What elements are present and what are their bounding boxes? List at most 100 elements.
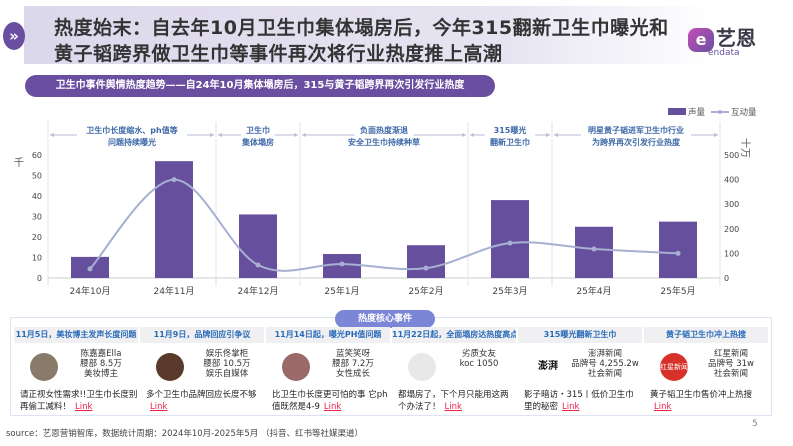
double-chevron-right-icon: » [3,22,25,50]
combo-chart: 0 10 20 30 40 50 60 0 100 200 300 400 500 千 十万 24年10月 24… [14,107,757,297]
account-name: 蓝笑笑呀 [335,349,370,359]
event-description: 多个卫生巾品牌回应长度不够 [146,390,257,400]
account-stat: 腰部 7.2万 [332,359,374,369]
legend-bar-label: 声量 [688,107,706,118]
x-tick: 25年2月 [408,285,443,297]
x-tick: 24年10月 [70,285,111,297]
line-point [87,266,93,272]
y-left-tick: 30 [32,213,42,222]
event-card: 315曝光翻新卫生巾 澎湃 澎湃新闻 品牌号 4,255.2w 社会新闻 影子暗访・… [518,327,642,415]
legend-line-label: 互动量 [731,107,757,118]
account-type: 娱乐自媒体 [205,369,249,379]
account-stat: 腰部 10.5万 [203,359,251,369]
account-type: 美妆博主 [83,369,118,379]
annotation-text: 翻新卫生巾 [490,137,530,147]
account-name: 劣质女友 [461,349,496,359]
avatar [30,353,58,381]
event-header: 315曝光翻新卫生巾 [518,327,642,343]
bar [659,221,697,278]
bar [491,200,529,278]
y-left-tick: 0 [37,274,42,283]
event-header: 11月22日起，全面塌房达热度高点 [392,327,516,343]
line-point [255,262,261,268]
y-left-tick: 20 [32,233,42,242]
y-right-tick: 300 [724,200,739,209]
avatar [282,353,310,381]
annotation-text: 明星黄子韬进军卫生巾行业 [588,125,684,135]
y-right-tick: 500 [724,151,739,160]
account-name: 陈嘉嘉Ella [80,349,122,359]
line-point [339,261,345,267]
y-right-tick: 200 [724,225,739,234]
title-bar: 热度始末：自去年10月卫生巾集体塌房后，今年315翻新卫生巾曝光和 黄子韬跨界做卫… [24,6,714,65]
account-type: 社会新闻 [587,369,622,379]
page-number: 5 [752,419,758,429]
y-left-tick: 10 [32,254,42,263]
event-card: 11月9日，品牌回应引争议 娱乐佟掌柜 腰部 10.5万 娱乐自媒体 多个卫生巾品牌… [140,327,264,415]
event-link[interactable]: Link [323,402,342,412]
x-tick: 25年5月 [660,285,695,297]
y-right-label: 十万 [739,138,752,158]
bar [239,214,277,278]
account-name: 娱乐佟掌柜 [205,349,249,359]
event-description: 都塌房了，下个月只能用这两个办法了！ [398,390,509,412]
event-header: 11月14日起，曝光PH值问题 [266,327,390,343]
line-point [423,265,429,271]
annotation-text: 安全卫生巾持续种草 [348,137,420,147]
legend-line-marker [718,110,722,114]
source-note: source：艺恩营销智库，数据统计周期：2024年10月-2025年5月 （抖… [6,429,363,439]
bar [407,245,445,278]
page-title: 热度始末：自去年10月卫生巾集体塌房后，今年315翻新卫生巾曝光和 黄子韬跨界做卫… [54,17,669,65]
y-right-tick: 100 [724,249,739,258]
y-right-tick: 0 [724,274,729,283]
event-description: 请正视女性需求!!卫生巾长度别再偷工减料！ [20,390,138,412]
event-card: 11月14日起，曝光PH值问题 蓝笑笑呀 腰部 7.2万 女性成长 比卫生巾长度更可… [266,327,390,415]
event-description: 比卫生巾长度更可怕的事 它ph值既然是4-9 [272,390,388,412]
annotation-text: 为跨界再次引发行业热度 [592,137,681,147]
line-point [171,177,177,183]
bar [575,226,613,278]
account-stat: 腰部 8.5万 [80,359,122,369]
annotation-text: 卫生巾 [246,125,270,135]
y-left-label: 千 [14,157,24,169]
avatar: 红星新闻 [660,353,688,381]
x-tick: 24年12月 [238,285,279,297]
account-type: 社会新闻 [713,369,748,379]
y-left-tick: 60 [32,151,42,160]
event-header: 黄子韬卫生巾冲上热搜 [644,327,768,343]
event-link[interactable]: Link [654,402,672,412]
event-link[interactable]: Link [562,402,580,412]
annotation-text: 315曝光 [494,125,527,135]
x-tick: 25年4月 [576,285,611,297]
line-point [675,250,681,256]
account-name: 澎湃新闻 [587,349,622,359]
events-title: 热度核心事件 [335,310,435,328]
annotation-text: 卫生巾长度缩水、ph值等 [86,125,177,135]
x-tick: 25年3月 [492,285,527,297]
account-stat: koc 1050 [459,359,499,369]
avatar [156,353,184,381]
event-card: 11月5日，美妆博主发声长度问题 陈嘉嘉Ella 腰部 8.5万 美妆博主 请正视女… [14,327,138,415]
x-tick: 25年1月 [324,285,359,297]
y-left-tick: 50 [32,172,42,181]
event-description: 黄子韬卫生巾售价冲上热搜 [650,390,753,400]
event-link[interactable]: Link [444,402,462,412]
avatar: 澎湃 [534,353,562,381]
annotation-text: 问题持续曝光 [108,137,156,147]
event-card: 黄子韬卫生巾冲上热搜 红星新闻 红星新闻 品牌号 31w 社会新闻 黄子韬卫生巾售价… [644,327,768,415]
event-header: 11月5日，美妆博主发声长度问题 [14,327,138,343]
line-point [507,240,513,246]
event-link[interactable]: Link [150,402,168,412]
event-header: 11月9日，品牌回应引争议 [140,327,264,343]
logo: e 艺恩 endata [688,22,768,58]
annotation-text: 负面热度渐退 [360,125,408,135]
line-point [591,246,597,252]
chart-subtitle: 卫生巾事件舆情热度趋势——自24年10月集体塌房后，315与黄子韬跨界再次引发行… [25,75,495,97]
legend-bar-swatch [668,108,686,115]
account-name: 红星新闻 [713,349,748,359]
y-right-tick: 400 [724,176,739,185]
account-stat: 品牌号 31w [708,359,754,369]
x-tick: 24年11月 [154,285,195,297]
event-link[interactable]: Link [75,402,93,412]
account-stat: 品牌号 4,255.2w [571,359,639,369]
